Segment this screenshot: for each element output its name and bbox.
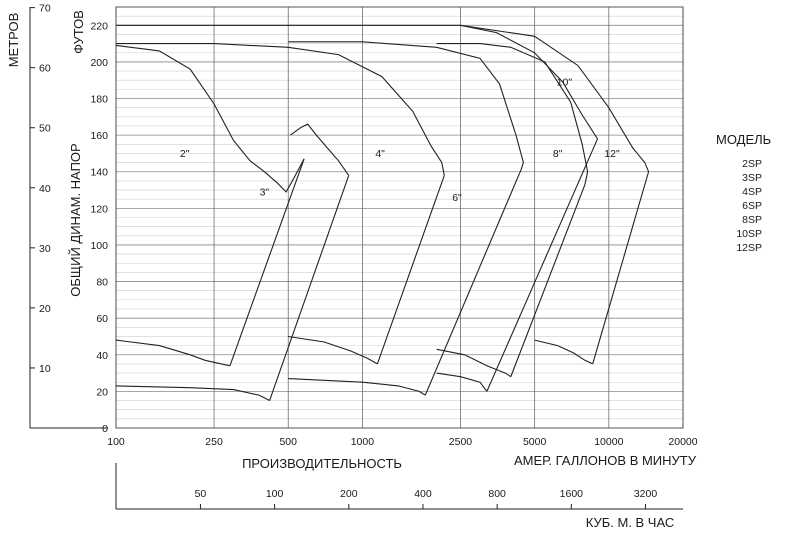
axes: [29, 6, 684, 510]
y-tick-label: 0: [102, 423, 108, 435]
meters-tick-label: 60: [39, 63, 51, 75]
pump-curve-4-label: 6": [452, 192, 462, 204]
y-tick-label: 120: [90, 203, 108, 215]
pump-curve-2-edge: [269, 175, 350, 401]
pump-curve-1-label: 2": [180, 148, 190, 160]
x-tick-label: 100: [107, 436, 125, 448]
pump-curve-2-label: 3": [260, 187, 270, 199]
y-tick-label: 40: [96, 350, 108, 362]
y2-axis-title: МЕТРОВ: [6, 13, 21, 68]
bottom-tick-label: 200: [340, 488, 358, 500]
pump-curve-6-label: 10": [557, 77, 573, 89]
pump-curve-5-edge: [510, 184, 586, 377]
pump-curve-4-top: [288, 41, 524, 171]
pump-curve-2-top: [290, 123, 350, 176]
meters-tick-label: 50: [39, 123, 51, 135]
pump-curve-3-top: [116, 43, 445, 176]
meters-tick-label: 30: [39, 243, 51, 255]
legend-item-8sp: 8SP: [742, 214, 762, 226]
legend-item-3sp: 3SP: [742, 172, 762, 184]
y-tick-label: 100: [90, 240, 108, 252]
pump-curves: [115, 24, 650, 401]
meters-tick-label: 20: [39, 303, 51, 315]
y-units-title: ФУТОВ: [71, 10, 86, 54]
y-tick-label: 160: [90, 130, 108, 142]
y-tick-label: 200: [90, 57, 108, 69]
x-tick-label: 500: [279, 436, 297, 448]
pump-curve-3-bottom: [288, 335, 378, 365]
pump-curve-5-top: [436, 43, 589, 185]
bottom-tick-label: 800: [488, 488, 506, 500]
y-tick-label: 180: [90, 94, 108, 106]
x-units-title: АМЕР. ГАЛЛОНОВ В МИНУТУ: [514, 453, 697, 468]
bottom-tick-label: 50: [195, 488, 207, 500]
grid: [115, 7, 684, 428]
pump-curve-5-bottom: [436, 348, 512, 378]
pump-curve-1-top: [115, 44, 305, 193]
x-tick-label: 2500: [449, 436, 473, 448]
pump-curve-6-top: [116, 24, 598, 140]
pump-curve-2-bottom: [115, 385, 270, 401]
pump-curve-3-edge: [376, 175, 445, 365]
pump-curve-7-bottom: [534, 339, 593, 365]
axis-titles: МЕТРОВ ФУТОВ ОБЩИЙ ДИНАМ. НАПОР ПРОИЗВОД…: [6, 10, 697, 530]
legend-item-6sp: 6SP: [742, 200, 762, 212]
pump-curve-7-top: [460, 24, 650, 172]
pump-curve-1-edge: [229, 158, 305, 366]
bottom-tick-label: 1600: [560, 488, 584, 500]
pump-curve-6-edge: [486, 138, 599, 392]
model-legend: МОДЕЛЬ 2SP 3SP 4SP 6SP 8SP 10SP 12SP: [716, 132, 786, 255]
x-tick-label: 5000: [523, 436, 547, 448]
legend-item-2sp: 2SP: [742, 158, 762, 170]
pump-curve-5-label: 8": [553, 148, 563, 160]
meters-tick-label: 40: [39, 183, 51, 195]
x-tick-label: 10000: [594, 436, 623, 448]
legend-item-10sp: 10SP: [736, 228, 762, 240]
meters-tick-label: 10: [39, 363, 51, 375]
x-tick-label: 20000: [668, 436, 697, 448]
y-tick-label: 140: [90, 167, 108, 179]
pump-curve-3-label: 4": [375, 148, 385, 160]
bottom-tick-label: 3200: [634, 488, 658, 500]
curve-labels: 2" 3" 4" 6" 8" 10" 12": [180, 77, 620, 204]
x-tick-label: 1000: [351, 436, 375, 448]
tick-labels: 10 20 30 40 50 60 70 0 20 40 60 80 100 120 140 160 180 20…: [39, 3, 698, 500]
y-axis-title: ОБЩИЙ ДИНАМ. НАПОР: [68, 143, 83, 296]
x-tick-label: 250: [205, 436, 223, 448]
bottom-tick-label: 100: [266, 488, 284, 500]
pump-curve-4-bottom: [288, 378, 426, 396]
y-tick-label: 20: [96, 386, 108, 398]
legend-item-4sp: 4SP: [742, 186, 762, 198]
bottom-tick-label: 400: [414, 488, 432, 500]
pump-curve-6-bottom: [436, 372, 488, 392]
y-tick-label: 80: [96, 277, 108, 289]
x-axis-title: ПРОИЗВОДИТЕЛЬНОСТЬ: [242, 456, 402, 471]
bottom-axis-title: КУБ. М. В ЧАС: [586, 515, 675, 530]
pump-curve-4-edge: [424, 169, 522, 396]
legend-title: МОДЕЛЬ: [716, 132, 772, 147]
y-tick-label: 220: [90, 20, 108, 32]
pump-curve-7-edge: [592, 171, 650, 365]
pump-curve-1-bottom: [115, 339, 231, 367]
meters-tick-label: 70: [39, 3, 51, 15]
pump-curve-7-label: 12": [604, 148, 620, 160]
legend-item-12sp: 12SP: [736, 242, 762, 254]
y-tick-label: 60: [96, 313, 108, 325]
plot-frame: [115, 6, 684, 429]
